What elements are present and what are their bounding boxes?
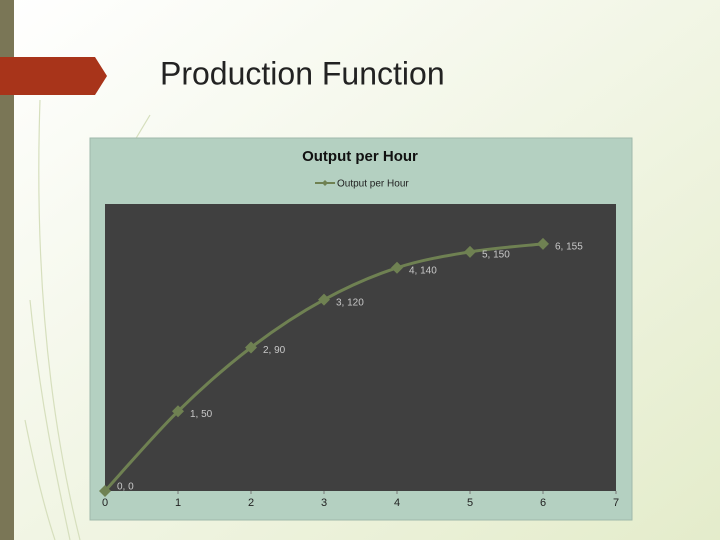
data-label: 6, 155 (555, 242, 583, 253)
legend-marker (322, 180, 328, 186)
data-label: 1, 50 (190, 409, 213, 420)
data-point (464, 245, 476, 258)
legend-label: Output per Hour (337, 179, 409, 190)
x-tick-label: 0 (102, 497, 108, 509)
data-label: 0, 0 (117, 482, 134, 493)
data-point (99, 485, 111, 497)
side-bar (0, 0, 14, 540)
x-tick-label: 4 (394, 497, 400, 509)
x-tick-label: 1 (175, 497, 181, 509)
plot-area (105, 204, 616, 491)
x-tick-label: 3 (321, 497, 327, 509)
data-label: 3, 120 (336, 297, 364, 308)
chart-layer: 0 1 2 3 4 5 6 7 Output per Hour 0, 0 1, 50 2, 90 3, … (99, 179, 619, 509)
x-tick-label: 2 (248, 497, 254, 509)
slide-title: Production Function (160, 55, 445, 91)
x-tick-label: 5 (467, 497, 473, 509)
data-point (391, 261, 403, 274)
data-label: 4, 140 (409, 265, 437, 276)
x-tick-label: 6 (540, 497, 546, 509)
data-label: 5, 150 (482, 249, 510, 260)
data-point (245, 341, 257, 354)
data-point (172, 405, 184, 418)
data-point (537, 237, 549, 250)
x-tick-label: 7 (613, 497, 619, 509)
title-arrow (0, 57, 107, 95)
data-point (318, 293, 330, 306)
data-label: 2, 90 (263, 345, 286, 356)
chart-title: Output per Hour (302, 148, 418, 165)
decor-lines (24, 99, 151, 540)
